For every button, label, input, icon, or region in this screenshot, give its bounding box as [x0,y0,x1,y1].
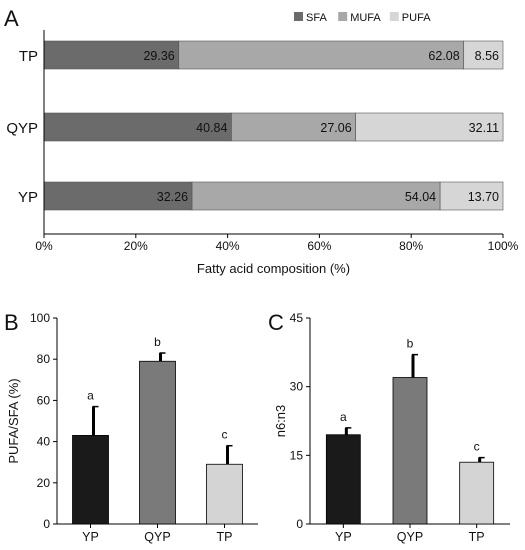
bar-qyp-pufa [355,112,504,142]
pufa-sfa-bar-yp [72,435,109,525]
data-label-qyp-mufa: 27.06 [320,121,351,135]
bar-qyp-sfa [43,112,232,142]
pufa-sfa-significance-letter-qyp: b [154,335,161,349]
data-label-qyp-sfa: 40.84 [196,121,227,135]
pufa-sfa-chart: 0 20 40 60 80 100 PUFA/SFA (%) a YP b QYP c TP [6,311,258,544]
x-tick-label: 20% [124,239,148,253]
legend-label-pufa: PUFA [402,12,431,24]
pufa-sfa-y-axis-title: PUFA/SFA (%) [6,378,21,463]
legend-swatch-pufa [389,12,399,21]
pufa-sfa-y-tick-label: 20 [37,476,51,490]
legend-swatch-mufa [338,12,348,21]
data-label-tp-pufa: 8.56 [475,49,499,63]
n6-n3-category-label-yp: YP [335,530,352,544]
bar-tp-pufa [463,40,504,70]
pufa-sfa-y-tick-label: 40 [37,435,51,449]
n6-n3-y-tick-label: 0 [296,517,303,531]
pufa-sfa-y-tick-label: 100 [30,311,50,325]
n6-n3-bar-yp [325,434,361,525]
category-label-yp: YP [18,189,38,206]
n6-n3-significance-letter-tp: c [474,440,480,454]
pufa-sfa-y-tick-label: 80 [37,352,51,366]
bar-yp-mufa [191,181,441,211]
pufa-sfa-category-label-tp: TP [217,530,233,544]
pufa-sfa-bar-tp [206,463,243,525]
data-label-qyp-pufa: 32.11 [469,121,499,135]
bar-yp-pufa [439,181,504,211]
pufa-sfa-significance-letter-yp: a [87,389,94,403]
legend-label-mufa: MUFA [350,12,381,24]
x-tick-label: 40% [216,239,240,253]
x-tick-label: 60% [307,239,331,253]
n6-n3-y-tick-label: 30 [290,380,304,394]
category-label-tp: TP [19,48,38,65]
data-label-tp-sfa: 29.36 [143,49,174,63]
pufa-sfa-category-label-yp: YP [82,530,99,544]
category-label-qyp: QYP [6,120,38,137]
bar-qyp-mufa [231,112,356,142]
data-label-tp-mufa: 62.08 [428,49,459,63]
pufa-sfa-y-tick-label: 60 [37,393,51,407]
composition-chart: SFA MUFA PUFA 29.36 62.08 8.56 TP 40.84 27.06 32.… [6,12,519,276]
bar-yp-sfa [43,181,193,211]
n6-n3-bar-tp [459,461,495,525]
n6-n3-category-label-tp: TP [469,530,485,544]
legend-swatch-sfa [294,12,303,21]
n6-n3-significance-letter-qyp: b [407,337,414,351]
data-label-yp-sfa: 32.26 [157,190,188,204]
n6-n3-category-label-qyp: QYP [397,530,423,544]
n6-n3-bar-qyp [392,377,428,525]
data-label-yp-pufa: 13.70 [468,190,499,204]
x-tick-label: 100% [488,239,519,253]
pufa-sfa-significance-letter-tp: c [222,428,228,442]
bar-tp-sfa [43,40,180,70]
data-label-yp-mufa: 54.04 [405,190,436,204]
n6-n3-chart: 0 15 30 45 n6:n3 a YP b QYP c TP [273,311,510,544]
n6-n3-significance-letter-yp: a [340,410,347,424]
pufa-sfa-category-label-qyp: QYP [144,530,170,544]
pufa-sfa-bar-qyp [139,360,176,525]
bar-tp-mufa [178,40,465,70]
n6-n3-y-axis-title: n6:n3 [273,405,288,438]
x-tick-label: 0% [35,239,53,253]
panel-b-letter: B [4,310,19,335]
n6-n3-y-tick-label: 45 [290,311,304,325]
panel-a-letter: A [4,6,19,31]
x-tick-label: 80% [399,239,423,253]
panel-c-letter: C [268,310,284,335]
legend-label-sfa: SFA [306,12,327,24]
n6-n3-y-tick-label: 15 [290,448,304,462]
x-axis-title: Fatty acid composition (%) [197,261,350,276]
pufa-sfa-y-tick-label: 0 [43,517,50,531]
